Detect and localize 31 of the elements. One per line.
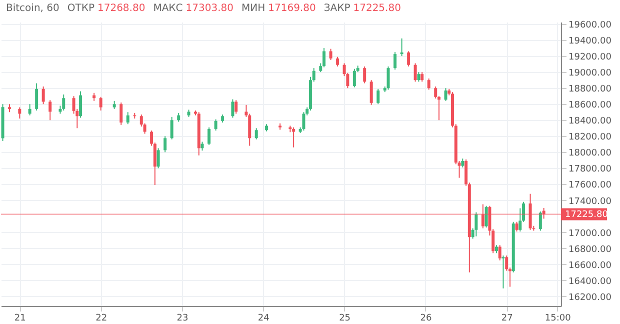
y-tick-label: 17000.00 [568,228,612,239]
x-tick-label: 21 [14,314,26,324]
y-tick-label: 16800.00 [568,244,612,255]
text: ЗАКР 17225.80 [324,3,401,14]
y-tick-label: 16600.00 [568,260,612,271]
x-tick-label: 24 [258,314,270,324]
y-tick-label: 18000.00 [568,148,612,159]
x-tick-label: 15:00 [544,314,572,324]
x-tick-label: 25 [339,314,351,324]
x-tick-label: 26 [420,314,432,324]
ref-line-label: 17225.80 [565,210,608,220]
text: МАКС 17303.80 [153,3,234,14]
y-tick-label: 16200.00 [568,292,612,303]
text: ОТКР 17268.80 [67,3,146,14]
y-tick-label: 17600.00 [568,180,612,191]
y-tick-label: 18800.00 [568,84,612,95]
y-tick-label: 18200.00 [568,132,612,143]
y-tick-label: 19400.00 [568,36,612,47]
x-tick-label: 22 [96,314,108,324]
y-tick-label: 17400.00 [568,196,612,207]
y-tick-label: 17800.00 [568,164,612,175]
y-tick-label: 19600.00 [568,20,612,31]
y-tick-label: 18400.00 [568,116,612,127]
y-tick-label: 19200.00 [568,52,612,63]
y-tick-label: 18600.00 [568,100,612,111]
y-tick-label: 19000.00 [568,68,612,79]
x-tick-label: 23 [176,314,188,324]
y-tick-label: 16400.00 [568,276,612,287]
x-tick-label: 27 [501,314,513,324]
text: МИН 17169.80 [241,3,316,14]
chart-title: Bitcoin, 60 [6,3,60,14]
